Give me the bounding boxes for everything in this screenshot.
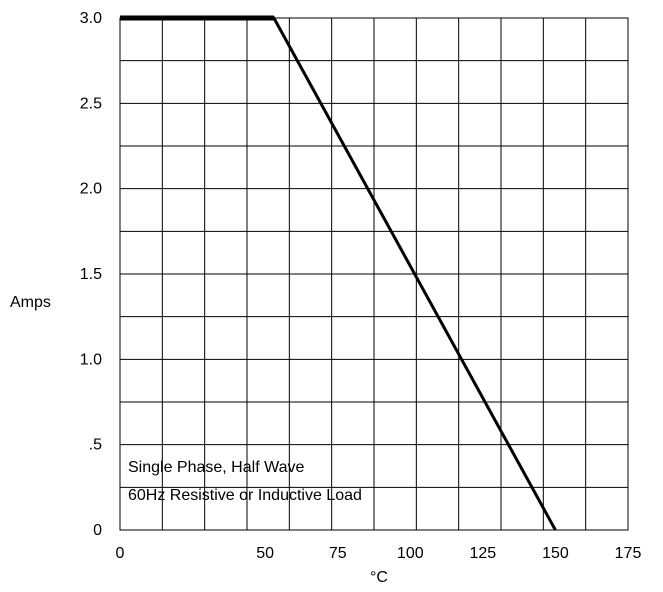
y-tick-label: 2.0 (80, 181, 102, 198)
x-tick-label: 150 (542, 545, 569, 562)
x-tick-label: 75 (329, 545, 347, 562)
x-tick-label: 0 (116, 545, 125, 562)
y-tick-label: 1.5 (80, 266, 102, 283)
y-tick-label: 2.5 (80, 95, 102, 112)
x-tick-label: 100 (397, 545, 424, 562)
x-tick-label: 50 (256, 545, 274, 562)
y-tick-label: .5 (89, 437, 102, 454)
x-axis-label: °C (370, 569, 388, 586)
y-tick-label: 1.0 (80, 351, 102, 368)
x-tick-label: 125 (470, 545, 497, 562)
x-tick-label: 175 (615, 545, 642, 562)
series-layer (120, 15, 557, 531)
annotation-line-2: 60Hz Resistive or Inductive Load (128, 487, 362, 504)
y-axis-label: Amps (10, 294, 51, 311)
y-tick-label: 0 (93, 522, 102, 539)
annotation-line-1: Single Phase, Half Wave (128, 459, 304, 476)
tick-labels: 0 50 75 100 125 150 175 0 .5 1.0 1.5 2.0 2.5 3.0 (80, 10, 642, 562)
y-tick-label: 3.0 (80, 10, 102, 27)
grid (119, 17, 629, 531)
